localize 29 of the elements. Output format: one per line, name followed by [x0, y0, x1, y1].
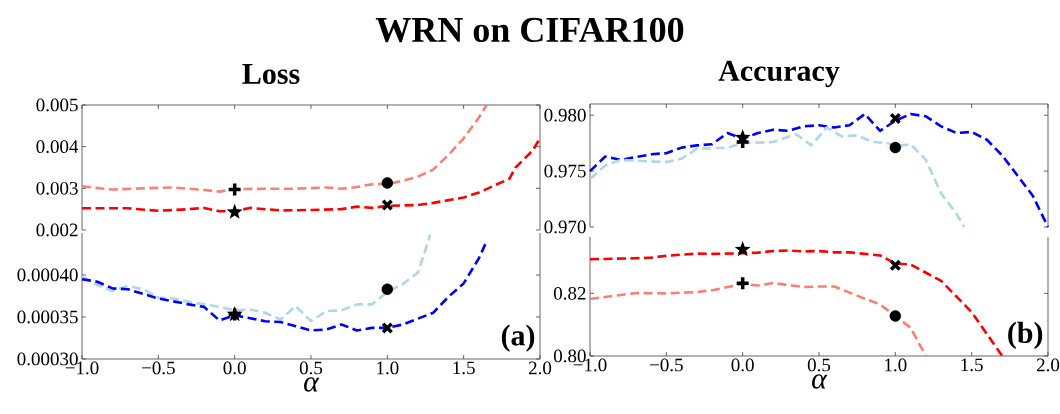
chart-subtitle: Accuracy: [718, 60, 840, 88]
x-tick-label: 1.5: [961, 358, 983, 372]
annotation: (b): [1008, 321, 1043, 350]
x-tick-label: 2.0: [528, 361, 552, 375]
x-axis-title: α: [304, 377, 320, 392]
y-tick-label: 0.00035: [17, 310, 78, 324]
x-tick-label: −0.5: [650, 358, 683, 372]
chart-title: WRN on CIFAR100: [375, 17, 684, 43]
x-tick-label: 2.0: [1036, 358, 1060, 372]
y-tick-label: 0.002: [36, 223, 78, 237]
x-tick-label: 0.5: [807, 358, 831, 372]
annotation: (a): [501, 324, 535, 352]
y-tick-label: 0.00040: [17, 268, 78, 282]
y-tick-label: 0.005: [36, 98, 78, 112]
chart-subtitle: Loss: [242, 64, 300, 84]
y-tick-label: 0.82: [553, 286, 586, 300]
y-tick-label: 0.975: [544, 164, 586, 178]
x-tick-label: 0.5: [299, 361, 323, 375]
x-tick-label: 0.0: [731, 358, 754, 372]
x-tick-label: 1.0: [885, 358, 907, 372]
x-tick-label: 1.5: [453, 361, 475, 375]
y-tick-label: 0.003: [36, 181, 78, 195]
y-tick-label: 0.004: [36, 140, 79, 154]
x-tick-label: 1.0: [377, 361, 399, 375]
x-tick-label: 0.0: [223, 361, 246, 375]
y-tick-label: 0.970: [544, 220, 586, 234]
x-tick-label: −0.5: [142, 361, 175, 375]
x-axis-title: α: [812, 374, 828, 389]
y-tick-label: 0.980: [544, 108, 586, 122]
